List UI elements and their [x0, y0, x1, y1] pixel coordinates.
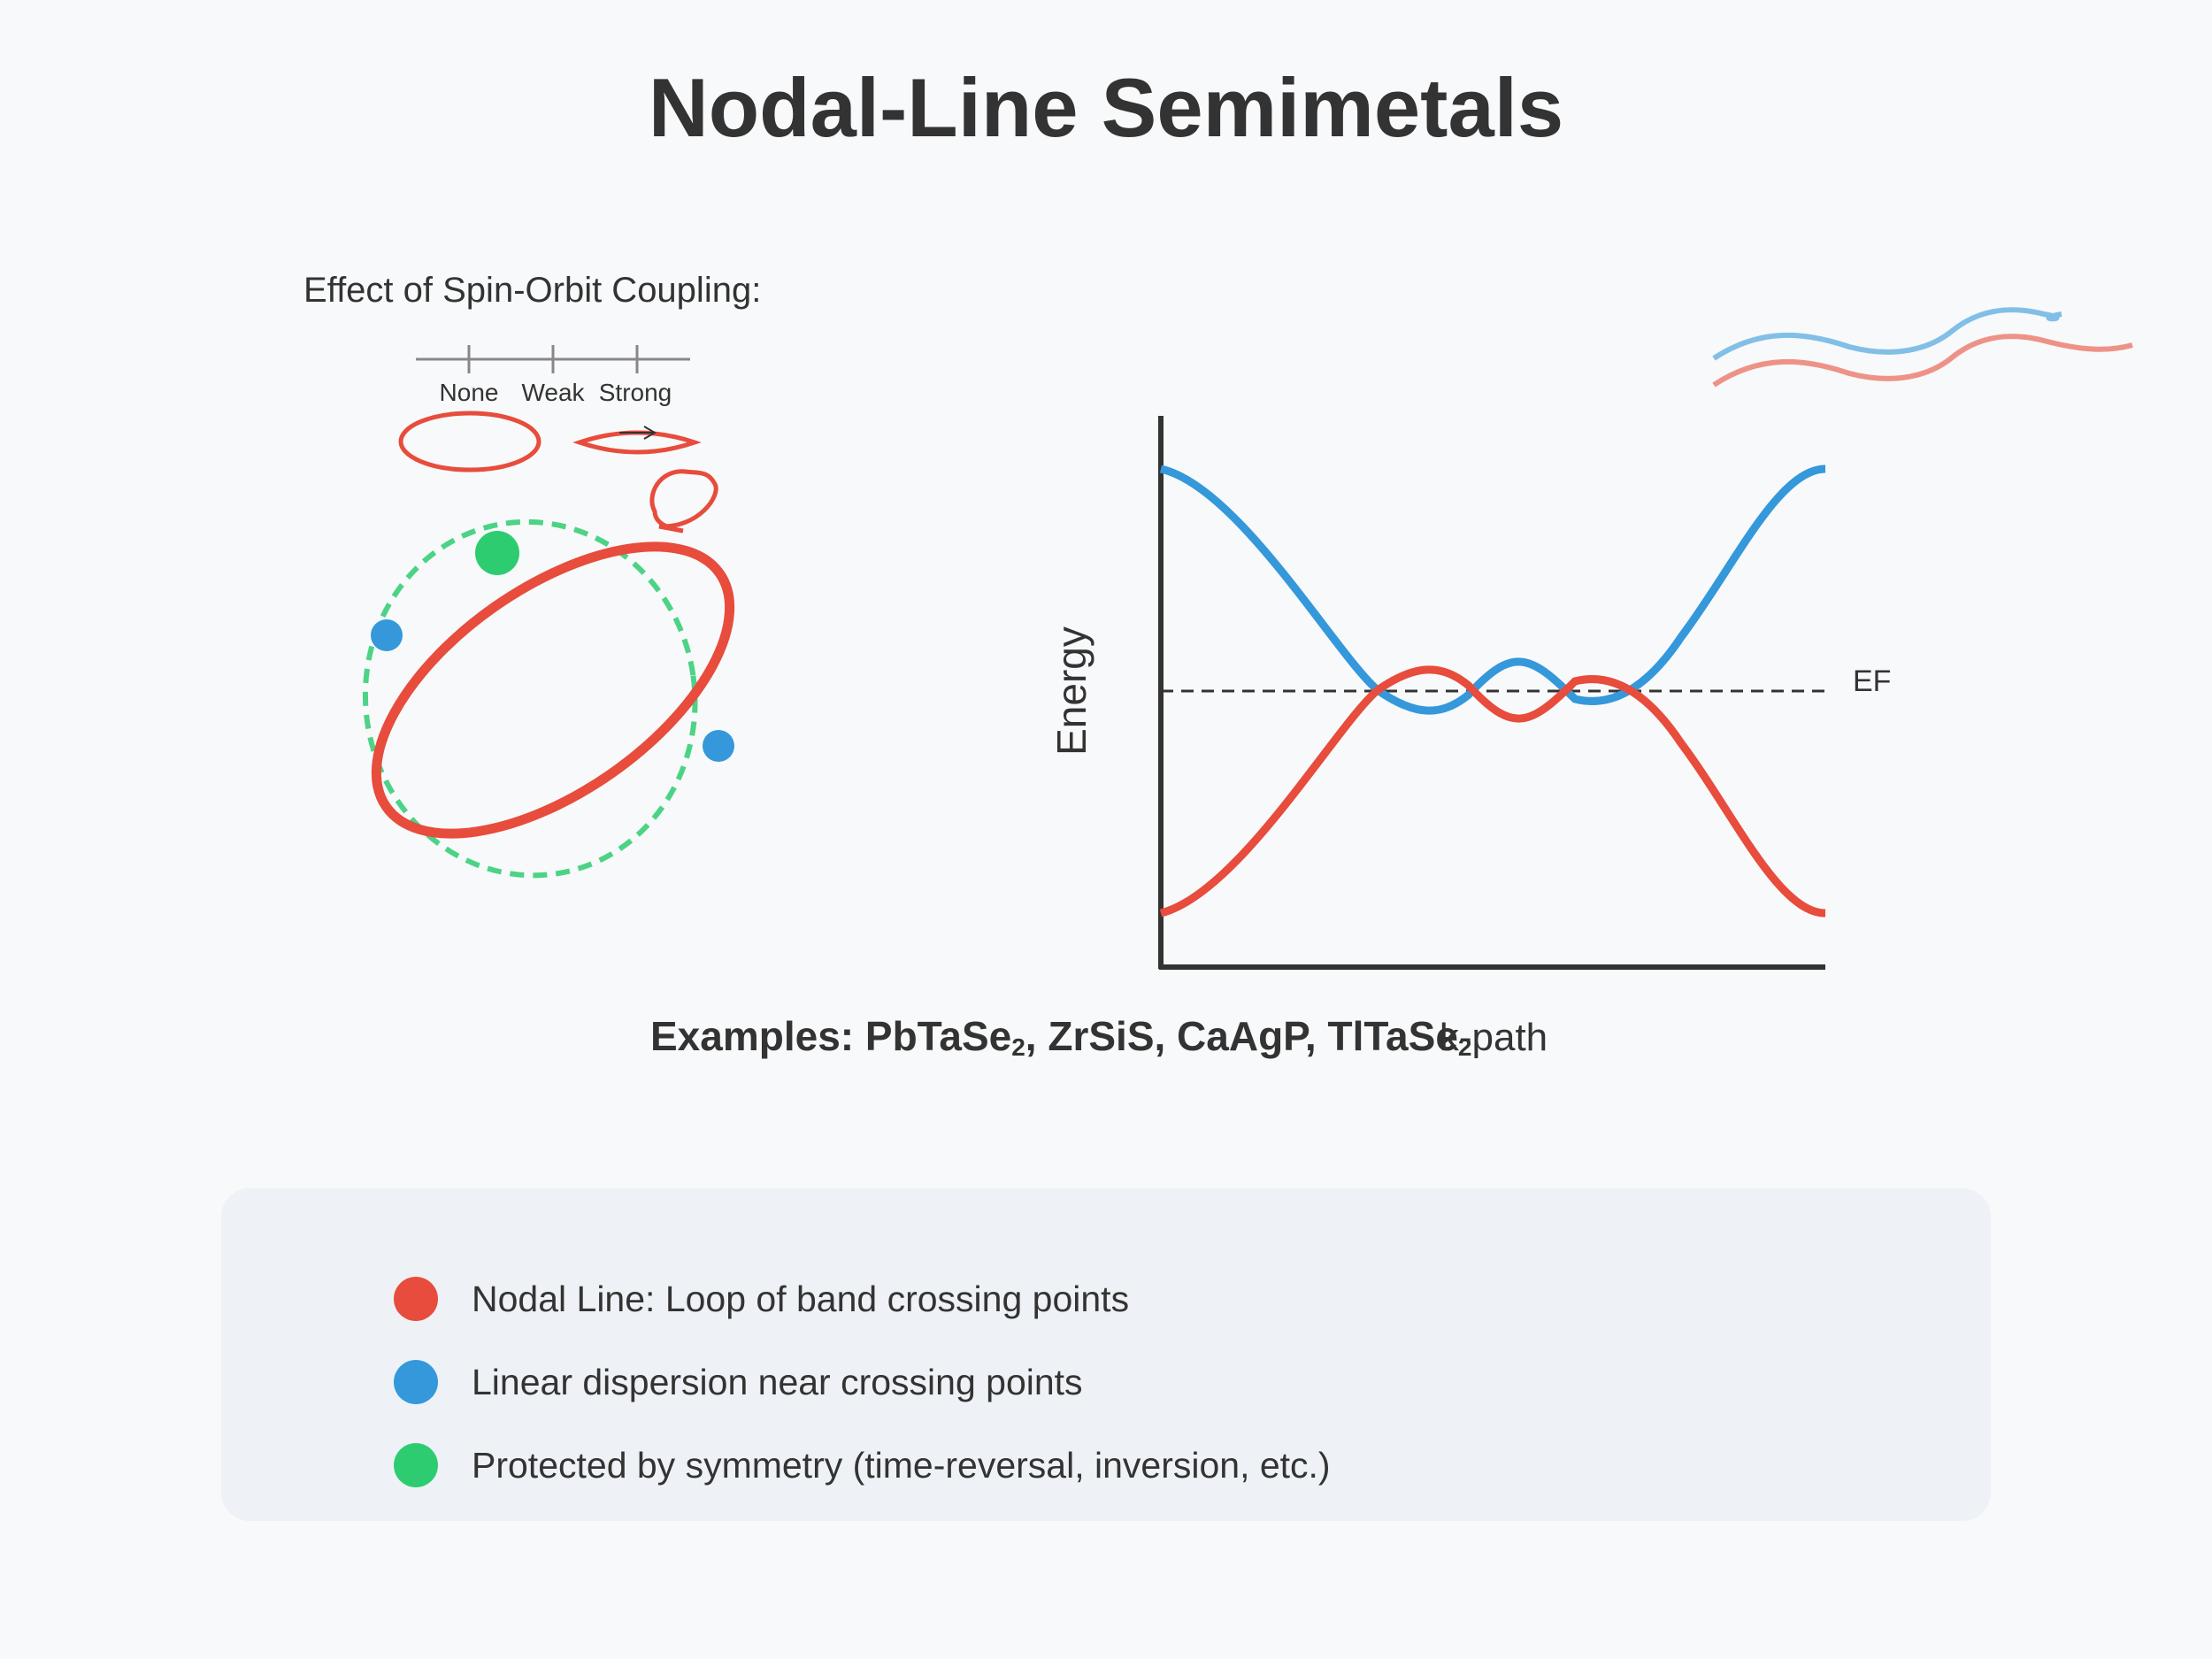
gapped-loop-strong-icon: [649, 469, 718, 534]
decorative-waves: [1712, 307, 2133, 388]
legend-item-linear-dispersion: Linear dispersion near crossing points: [221, 1356, 1991, 1409]
soc-scale: [416, 345, 690, 373]
legend-label: Protected by symmetry (time-reversal, in…: [472, 1444, 1331, 1486]
wave-blue-icon: [1712, 307, 2062, 361]
nodal-ring-illustration: [362, 518, 735, 879]
red-dot-icon: [394, 1277, 438, 1321]
soc-scale-label-weak: Weak: [521, 379, 585, 406]
nodal-loop-none-icon: [398, 411, 541, 472]
page-title: Nodal-Line Semimetals: [648, 61, 1564, 154]
legend-label: Linear dispersion near crossing points: [472, 1361, 1083, 1402]
examples-prefix: Examples: PbTaSe: [650, 1013, 1011, 1059]
soc-heading: Effect of Spin-Orbit Coupling:: [303, 271, 761, 310]
arrowhead-icon: [643, 426, 657, 440]
legend-item-symmetry-protection: Protected by symmetry (time-reversal, in…: [221, 1439, 1991, 1492]
crossing-point-marker-right: [703, 730, 734, 762]
legend-panel: Nodal Line: Loop of band crossing points…: [221, 1188, 1991, 1521]
valence-band-curve: [1159, 665, 1826, 918]
y-axis-label: Energy: [1048, 626, 1094, 756]
examples-sub2: 2: [1458, 1033, 1472, 1061]
examples-middle: , ZrSiS, CaAgP, TlTaSe: [1025, 1013, 1458, 1059]
examples-sub1: 2: [1011, 1033, 1025, 1061]
soc-scale-label-strong: Strong: [599, 379, 672, 406]
symmetry-point-marker: [475, 531, 519, 575]
blue-dot-icon: [394, 1360, 438, 1404]
wave-red-icon: [1712, 334, 2133, 388]
examples-line: Examples: PbTaSe2, ZrSiS, CaAgP, TlTaSe2: [650, 1013, 1471, 1061]
conduction-band-curve: [1159, 465, 1826, 715]
symmetry-orbit-ring: [362, 518, 698, 879]
soc-scale-label-none: None: [440, 379, 499, 406]
nodal-loop-weak-icon: [572, 430, 702, 455]
legend-label: Nodal Line: Loop of band crossing points: [472, 1278, 1130, 1319]
band-plot: EF Energy k-path: [1048, 416, 1891, 1059]
x-axis-label: k-path: [1440, 1016, 1548, 1059]
green-dot-icon: [394, 1443, 438, 1487]
soc-panel: Effect of Spin-Orbit Coupling: None Weak…: [303, 271, 761, 534]
fermi-level-label: EF: [1853, 664, 1891, 698]
nodal-loop: [371, 541, 735, 839]
crossing-point-marker-left: [371, 619, 403, 651]
legend-item-nodal-line: Nodal Line: Loop of band crossing points: [221, 1272, 1991, 1325]
